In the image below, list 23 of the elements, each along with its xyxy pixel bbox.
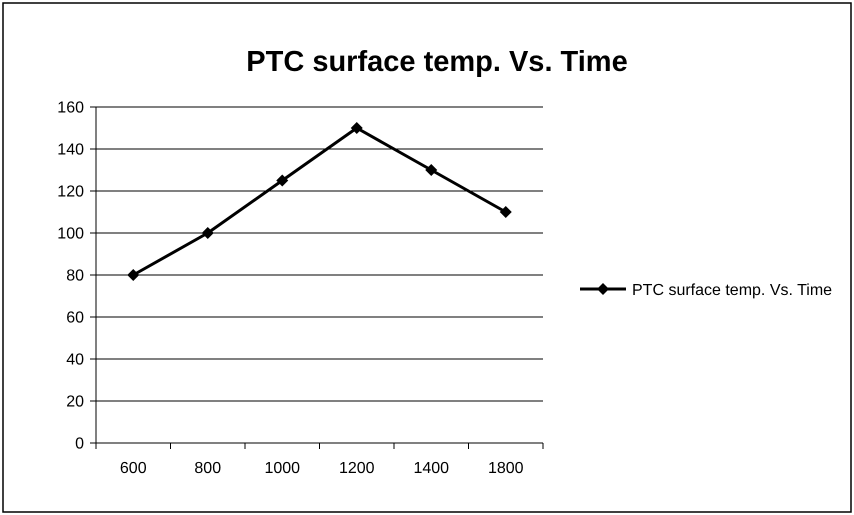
point — [127, 269, 140, 281]
y-tick-label: 0 — [75, 436, 84, 453]
chart-title: PTC surface temp. Vs. Time — [246, 46, 628, 78]
x-tick-label: 1000 — [264, 460, 300, 477]
x-tick-label: 1200 — [338, 460, 375, 477]
y-tick-label: 100 — [57, 226, 84, 243]
point — [276, 174, 288, 186]
point — [350, 122, 363, 134]
point — [500, 206, 512, 218]
x-tick-label: 1800 — [488, 460, 524, 477]
y-tick-label: 140 — [57, 142, 84, 159]
point — [425, 164, 438, 176]
x-tick-label: 600 — [120, 460, 147, 477]
y-tick-label: 20 — [66, 394, 84, 411]
y-tick-label: 60 — [66, 310, 84, 327]
y-tick-label: 40 — [66, 352, 84, 369]
y-tick-label: 80 — [66, 268, 84, 285]
y-tick-label: 120 — [57, 184, 84, 201]
x-tick-label: 800 — [194, 460, 222, 477]
y-tick-label: 160 — [57, 100, 84, 117]
legend-label: PTC surface temp. Vs. Time — [632, 282, 832, 299]
x-tick-label: 1400 — [413, 460, 450, 477]
point — [202, 227, 214, 239]
